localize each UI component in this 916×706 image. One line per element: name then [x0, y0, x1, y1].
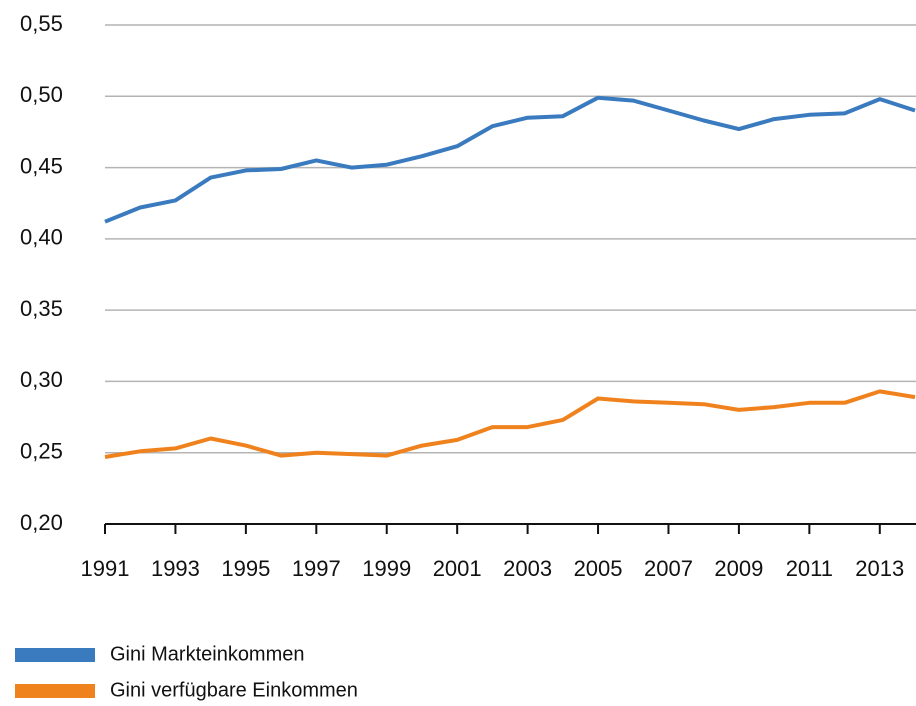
line [104, 95, 916, 224]
x-tick-label: 1995 [221, 556, 270, 581]
y-tick-label: 0,40 [20, 225, 63, 250]
x-tick-label: 1999 [362, 556, 411, 581]
x-tick-label: 2009 [714, 556, 763, 581]
x-tick-label: 2013 [855, 556, 904, 581]
y-tick-label: 0,25 [20, 439, 63, 464]
legend-swatch [15, 684, 95, 698]
y-tick-label: 0,50 [20, 82, 63, 107]
y-tick-label: 0,20 [20, 510, 63, 535]
x-tick-label: 2003 [503, 556, 552, 581]
x-tick-label: 2005 [574, 556, 623, 581]
y-tick-label: 0,55 [20, 11, 63, 36]
y-tick-label: 0,35 [20, 296, 63, 321]
x-tick-label: 1991 [81, 556, 130, 581]
legend: Gini Markteinkommen Gini verfügbare Einko… [15, 643, 358, 701]
line [104, 389, 916, 459]
x-tick-label: 2001 [433, 556, 482, 581]
y-tick-label: 0,45 [20, 153, 63, 178]
y-tick-label: 0,30 [20, 367, 63, 392]
x-tick-label: 1993 [151, 556, 200, 581]
legend-label: Gini Markteinkommen [110, 643, 305, 665]
x-tick-label: 1997 [292, 556, 341, 581]
x-tick-label: 2011 [786, 556, 833, 581]
legend-label: Gini verfügbare Einkommen [110, 679, 358, 701]
x-tick-label: 2007 [644, 556, 693, 581]
legend-swatch [15, 648, 95, 662]
